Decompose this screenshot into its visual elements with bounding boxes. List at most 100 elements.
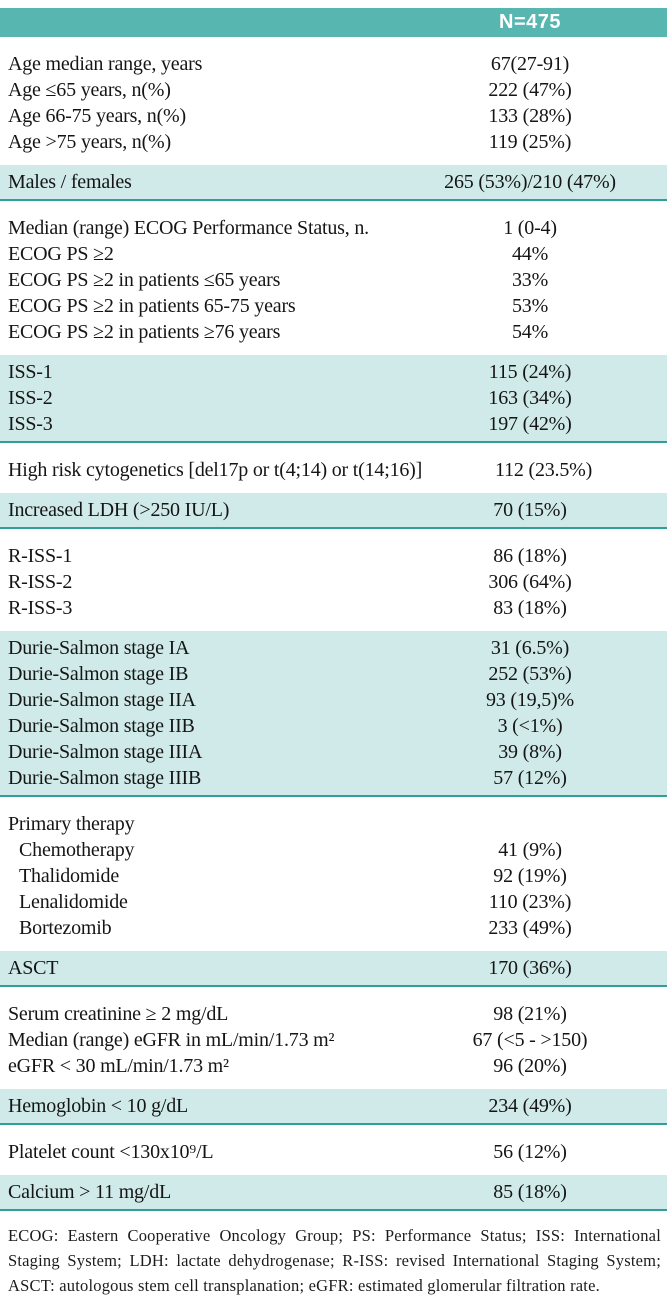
table-row: Durie-Salmon stage IIIB 57 (12%) xyxy=(0,765,667,791)
row-label: R-ISS-3 xyxy=(8,597,73,619)
table-section: High risk cytogenetics [del17p or t(4;14… xyxy=(0,443,667,493)
table-section: Primary therapy Chemotherapy 41 (9%) Thalid… xyxy=(0,797,667,951)
table-row: ECOG PS ≥2 in patients ≤65 years 33% xyxy=(0,267,667,293)
row-label: Age 66-75 years, n(%) xyxy=(8,105,186,127)
row-label: Age median range, years xyxy=(8,53,203,75)
row-value: 93 (19,5)% xyxy=(486,689,574,711)
row-value: 31 (6.5%) xyxy=(490,637,570,659)
table-section: Serum creatinine ≥ 2 mg/dL 98 (21%) Median… xyxy=(0,987,667,1089)
row-label: High risk cytogenetics [del17p or t(4;14… xyxy=(8,459,423,481)
table-section: R-ISS-1 86 (18%) R-ISS-2 306 (64%) R-ISS-3 83… xyxy=(0,529,667,631)
row-label: Median (range) ECOG Performance Status, … xyxy=(8,217,369,239)
row-value: 170 (36%) xyxy=(488,957,572,979)
table-row: Durie-Salmon stage IB 252 (53%) xyxy=(0,661,667,687)
table-row: Hemoglobin < 10 g/dL 234 (49%) xyxy=(0,1093,667,1119)
table-row: Age >75 years, n(%) 119 (25%) xyxy=(0,129,667,155)
row-label: Calcium > 11 mg/dL xyxy=(8,1181,172,1203)
table-section: Durie-Salmon stage IA 31 (6.5%) Durie-Salm… xyxy=(0,631,667,797)
row-label: Durie-Salmon stage IIB xyxy=(8,715,195,737)
row-label: ASCT xyxy=(8,957,59,979)
row-label: Serum creatinine ≥ 2 mg/dL xyxy=(8,1003,229,1025)
table-row: ISS-3 197 (42%) xyxy=(0,411,667,437)
table-header-bar: N=475 xyxy=(0,8,667,37)
abbreviations-footnote: ECOG: Eastern Cooperative Oncology Group… xyxy=(8,1226,661,1295)
table-row: ISS-2 163 (34%) xyxy=(0,385,667,411)
table-row: ISS-1 115 (24%) xyxy=(0,359,667,385)
row-value: 54% xyxy=(511,321,549,343)
row-value: 265 (53%)/210 (47%) xyxy=(444,171,616,193)
row-value: 98 (21%) xyxy=(493,1003,567,1025)
row-label: Thalidomide xyxy=(19,865,119,887)
table-row: ASCT 170 (36%) xyxy=(0,955,667,981)
table-section: Platelet count <130x10⁹/L 56 (12%) xyxy=(0,1125,667,1175)
row-label: R-ISS-1 xyxy=(8,545,73,567)
row-value: 96 (20%) xyxy=(493,1055,567,1077)
row-label: Durie-Salmon stage IIIA xyxy=(8,741,203,763)
table-section: ASCT 170 (36%) xyxy=(0,951,667,987)
characteristics-table: Age median range, years 67(27-91) Age ≤65 … xyxy=(0,37,667,1211)
row-value: 252 (53%) xyxy=(488,663,572,685)
table-row: R-ISS-3 83 (18%) xyxy=(0,595,667,621)
row-value: 110 (23%) xyxy=(488,891,572,913)
table-row: Primary therapy xyxy=(0,811,667,837)
table-row: Durie-Salmon stage IA 31 (6.5%) xyxy=(0,635,667,661)
table-row: Chemotherapy 41 (9%) xyxy=(0,837,667,863)
table-row: R-ISS-2 306 (64%) xyxy=(0,569,667,595)
row-label: Chemotherapy xyxy=(19,839,135,861)
table-row: Serum creatinine ≥ 2 mg/dL 98 (21%) xyxy=(0,1001,667,1027)
row-value: 56 (12%) xyxy=(493,1141,567,1163)
row-value: 197 (42%) xyxy=(488,413,572,435)
row-label: Age ≤65 years, n(%) xyxy=(8,79,171,101)
row-label: Males / females xyxy=(8,171,132,193)
table-section: ISS-1 115 (24%) ISS-2 163 (34%) ISS-3 197 (42… xyxy=(0,355,667,443)
row-value: 3 (<1%) xyxy=(497,715,563,737)
table-section: Calcium > 11 mg/dL 85 (18%) xyxy=(0,1175,667,1211)
row-value: 83 (18%) xyxy=(493,597,567,619)
row-label: Lenalidomide xyxy=(19,891,128,913)
table-row: Durie-Salmon stage IIB 3 (<1%) xyxy=(0,713,667,739)
row-label: Durie-Salmon stage IIIB xyxy=(8,767,202,789)
row-label: ISS-3 xyxy=(8,413,53,435)
row-value: 85 (18%) xyxy=(493,1181,567,1203)
row-value: 70 (15%) xyxy=(493,499,567,521)
table-row: Durie-Salmon stage IIIA 39 (8%) xyxy=(0,739,667,765)
row-value: 41 (9%) xyxy=(498,839,562,861)
table-section: Age median range, years 67(27-91) Age ≤65 … xyxy=(0,37,667,165)
row-label: eGFR < 30 mL/min/1.73 m² xyxy=(8,1055,229,1077)
row-label: R-ISS-2 xyxy=(8,571,73,593)
table-section: Increased LDH (>250 IU/L) 70 (15%) xyxy=(0,493,667,529)
table-row: Increased LDH (>250 IU/L) 70 (15%) xyxy=(0,497,667,523)
table-row: Age 66-75 years, n(%) 133 (28%) xyxy=(0,103,667,129)
row-label: Durie-Salmon stage IB xyxy=(8,663,189,685)
table-row: High risk cytogenetics [del17p or t(4;14… xyxy=(0,457,667,483)
row-label: ECOG PS ≥2 in patients ≤65 years xyxy=(8,269,281,291)
row-label: Primary therapy xyxy=(8,813,135,835)
row-label: ECOG PS ≥2 xyxy=(8,243,114,265)
row-value: 57 (12%) xyxy=(493,767,567,789)
row-label: Median (range) eGFR in mL/min/1.73 m² xyxy=(8,1029,335,1051)
row-value: 92 (19%) xyxy=(493,865,567,887)
table-row: Lenalidomide 110 (23%) xyxy=(0,889,667,915)
table-row: Bortezomib 233 (49%) xyxy=(0,915,667,941)
row-label: ECOG PS ≥2 in patients ≥76 years xyxy=(8,321,281,343)
table-row: ECOG PS ≥2 in patients ≥76 years 54% xyxy=(0,319,667,345)
row-label: Platelet count <130x10⁹/L xyxy=(8,1141,214,1163)
table-row: ECOG PS ≥2 in patients 65-75 years 53% xyxy=(0,293,667,319)
table-section: Median (range) ECOG Performance Status, … xyxy=(0,201,667,355)
table-section: Hemoglobin < 10 g/dL 234 (49%) xyxy=(0,1089,667,1125)
row-value: 1 (0-4) xyxy=(503,217,557,239)
row-label: Durie-Salmon stage IIA xyxy=(8,689,196,711)
row-value: 67 (<5 - >150) xyxy=(472,1029,588,1051)
row-value: 234 (49%) xyxy=(488,1095,572,1117)
header-row: N=475 xyxy=(0,11,667,34)
row-value: 119 (25%) xyxy=(488,131,572,153)
table-row: Males / females 265 (53%)/210 (47%) xyxy=(0,169,667,195)
row-value: 39 (8%) xyxy=(498,741,562,763)
row-value: 222 (47%) xyxy=(488,79,572,101)
row-label: ISS-1 xyxy=(8,361,53,383)
row-value: 306 (64%) xyxy=(488,571,572,593)
row-label: Hemoglobin < 10 g/dL xyxy=(8,1095,189,1117)
row-label: ISS-2 xyxy=(8,387,53,409)
row-label: ECOG PS ≥2 in patients 65-75 years xyxy=(8,295,296,317)
row-value: 233 (49%) xyxy=(488,917,572,939)
